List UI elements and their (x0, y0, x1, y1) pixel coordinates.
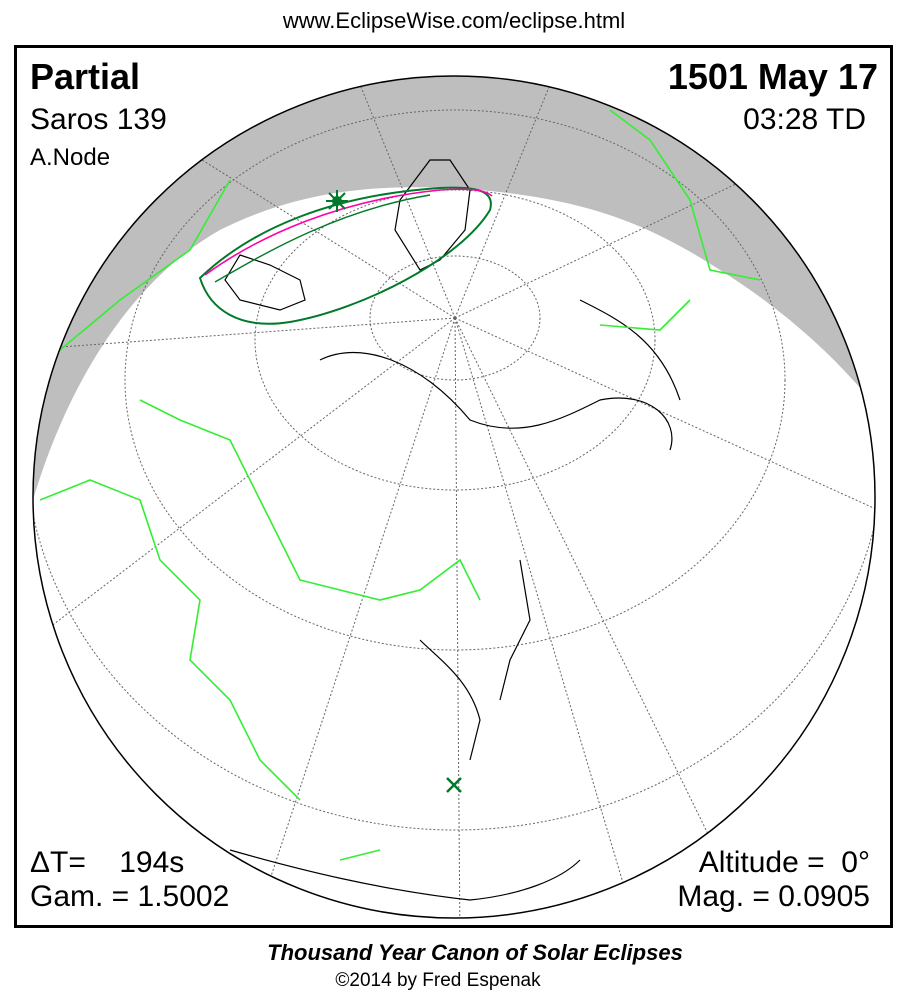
source-url: www.EclipseWise.com/eclipse.html (282, 8, 626, 33)
globe-outline (32, 75, 876, 919)
eclipse-type: Partial (30, 56, 141, 97)
eclipse-date: 1501 May 17 (667, 56, 878, 97)
delta-t: ΔT= 194s (30, 846, 185, 879)
eclipse-path (198, 186, 493, 325)
night-region (33, 76, 875, 510)
globe-disk (33, 76, 875, 918)
subsolar-x-icon (446, 777, 462, 793)
greatest-eclipse-star-icon (326, 190, 348, 212)
saros-number: Saros 139 (30, 103, 167, 136)
node: A.Node (30, 144, 111, 171)
gamma: Gam. = 1.5002 (30, 880, 230, 913)
copyright: ©2014 by Fred Espenak (335, 970, 541, 991)
coastlines (224, 159, 681, 901)
altitude: Altitude = 0° (698, 846, 870, 879)
political-borders (39, 109, 761, 861)
eclipse-time: 03:28 TD (743, 103, 866, 136)
map-frame (14, 45, 893, 928)
canon-title: Thousand Year Canon of Solar Eclipses (267, 940, 683, 965)
magnitude: Mag. = 0.0905 (677, 880, 870, 913)
